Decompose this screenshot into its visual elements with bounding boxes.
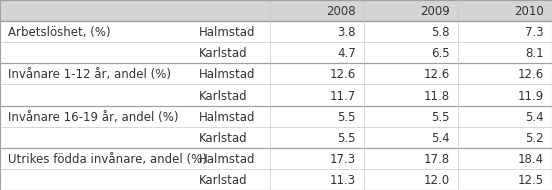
Text: 11.7: 11.7 <box>330 89 356 103</box>
Text: 12.6: 12.6 <box>330 68 356 82</box>
Text: 12.0: 12.0 <box>424 174 450 187</box>
Bar <box>0 148 552 169</box>
Text: 17.3: 17.3 <box>330 153 356 166</box>
Text: 8.1: 8.1 <box>525 47 544 60</box>
Text: Invånare 1-12 år, andel (%): Invånare 1-12 år, andel (%) <box>8 68 171 82</box>
Text: Utrikes födda invånare, andel (%): Utrikes födda invånare, andel (%) <box>8 153 207 166</box>
Text: 3.8: 3.8 <box>337 26 356 39</box>
Bar <box>0 0 552 21</box>
Text: Karlstad: Karlstad <box>199 174 247 187</box>
Text: 6.5: 6.5 <box>431 47 450 60</box>
Text: 2008: 2008 <box>326 5 356 18</box>
Text: 2010: 2010 <box>514 5 544 18</box>
Text: Halmstad: Halmstad <box>199 153 255 166</box>
Bar <box>0 63 552 84</box>
Text: Halmstad: Halmstad <box>199 26 255 39</box>
Text: 12.6: 12.6 <box>517 68 544 82</box>
Bar <box>0 169 552 190</box>
Text: 7.3: 7.3 <box>525 26 544 39</box>
Text: Karlstad: Karlstad <box>199 47 247 60</box>
Bar <box>0 42 552 63</box>
Text: 2009: 2009 <box>420 5 450 18</box>
Text: 5.2: 5.2 <box>525 132 544 145</box>
Text: 5.4: 5.4 <box>525 111 544 124</box>
Text: 12.6: 12.6 <box>423 68 450 82</box>
Text: 5.8: 5.8 <box>431 26 450 39</box>
Text: 11.8: 11.8 <box>424 89 450 103</box>
Text: 18.4: 18.4 <box>518 153 544 166</box>
Text: 12.5: 12.5 <box>518 174 544 187</box>
Text: Halmstad: Halmstad <box>199 111 255 124</box>
Text: Karlstad: Karlstad <box>199 132 247 145</box>
Text: 4.7: 4.7 <box>337 47 356 60</box>
Text: 5.5: 5.5 <box>337 111 356 124</box>
Text: Karlstad: Karlstad <box>199 89 247 103</box>
Text: Arbetslöshet, (%): Arbetslöshet, (%) <box>8 26 111 39</box>
Bar <box>0 106 552 127</box>
Text: Invånare 16-19 år, andel (%): Invånare 16-19 år, andel (%) <box>8 111 179 124</box>
Text: 11.3: 11.3 <box>330 174 356 187</box>
Bar <box>0 127 552 148</box>
Bar <box>0 84 552 106</box>
Text: 5.5: 5.5 <box>431 111 450 124</box>
Text: 5.5: 5.5 <box>337 132 356 145</box>
Text: 11.9: 11.9 <box>517 89 544 103</box>
Text: 5.4: 5.4 <box>431 132 450 145</box>
Text: Halmstad: Halmstad <box>199 68 255 82</box>
Bar <box>0 21 552 42</box>
Text: 17.8: 17.8 <box>424 153 450 166</box>
